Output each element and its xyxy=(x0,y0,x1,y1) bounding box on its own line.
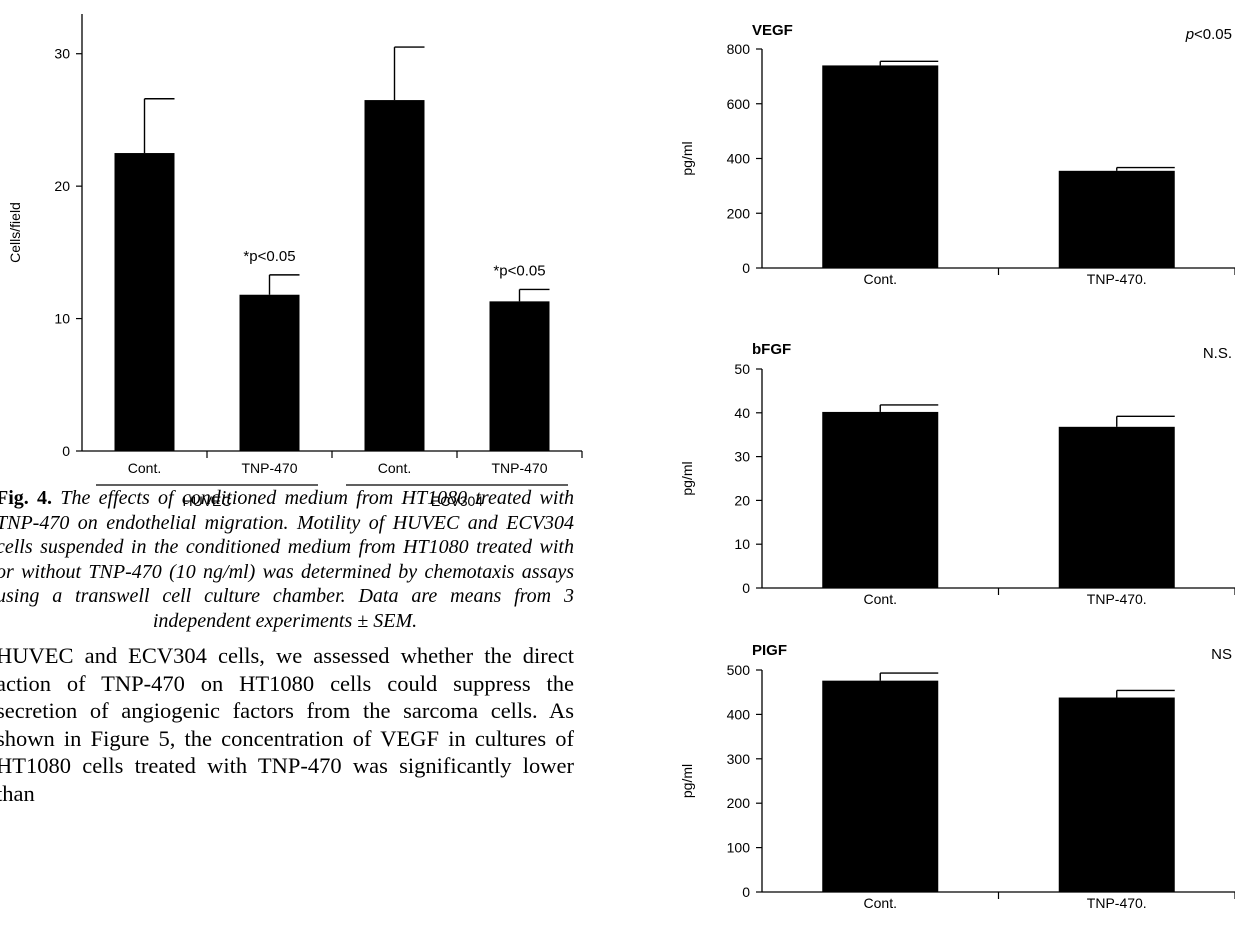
x-tick-label: TNP-470. xyxy=(1087,895,1147,911)
x-tick-label: Cont. xyxy=(378,460,411,476)
bar xyxy=(822,411,939,588)
bar xyxy=(489,301,550,451)
bar xyxy=(239,294,300,451)
y-tick-label: 0 xyxy=(742,884,750,900)
bar xyxy=(1058,697,1175,892)
y-tick-label: 0 xyxy=(742,580,750,596)
x-tick-label: Cont. xyxy=(864,591,897,607)
y-tick-label: 20 xyxy=(734,492,750,508)
y-tick-label: 800 xyxy=(727,41,751,57)
significance-label: p<0.05 xyxy=(1185,26,1232,43)
x-tick-label: TNP-470. xyxy=(1087,591,1147,607)
x-tick-label: Cont. xyxy=(864,895,897,911)
y-tick-label: 200 xyxy=(727,205,751,221)
bar xyxy=(822,680,939,892)
y-axis-label: pg/ml xyxy=(679,141,695,175)
bar xyxy=(822,65,939,268)
bar xyxy=(364,100,425,452)
y-tick-label: 30 xyxy=(734,449,750,465)
y-tick-label: 10 xyxy=(54,311,70,327)
y-axis-label: pg/ml xyxy=(679,764,695,798)
significance-label: N.S. xyxy=(1203,345,1232,362)
bar xyxy=(114,153,175,451)
y-tick-label: 100 xyxy=(727,840,751,856)
x-tick-label: Cont. xyxy=(864,271,897,287)
x-tick-label: TNP-470. xyxy=(1087,271,1147,287)
y-axis-label: pg/ml xyxy=(679,461,695,495)
y-tick-label: 400 xyxy=(727,706,751,722)
bar xyxy=(1058,426,1175,588)
y-tick-label: 20 xyxy=(54,178,70,194)
pigf-chart: 0 100 200 300 400 500 pg/ml PIGF NS Cont. TNP-470. xyxy=(679,642,1235,911)
y-tick-label: 600 xyxy=(727,96,751,112)
y-tick-label: 300 xyxy=(727,751,751,767)
y-tick-label: 0 xyxy=(62,443,70,459)
significance-label: *p<0.05 xyxy=(243,248,295,265)
y-tick-label: 0 xyxy=(742,260,750,276)
y-tick-label: 50 xyxy=(734,361,750,377)
y-tick-label: 40 xyxy=(734,405,750,421)
group-label: ECV304 xyxy=(431,493,483,509)
significance-label: NS xyxy=(1211,646,1232,663)
figure-caption: Fig. 4. The effects of conditioned mediu… xyxy=(0,486,574,633)
bar xyxy=(1058,170,1175,268)
bfgf-chart: 0 10 20 30 40 50 pg/ml bFGF N.S. Cont. TNP-470. xyxy=(679,341,1235,607)
significance-label: *p<0.05 xyxy=(493,262,545,279)
y-tick-label: 400 xyxy=(727,151,751,167)
y-axis-label: Cells/field xyxy=(7,202,23,263)
y-tick-label: 10 xyxy=(734,536,750,552)
caption-label: Fig. 4. xyxy=(0,487,53,509)
panel-title: PIGF xyxy=(752,642,787,659)
vegf-chart: 0 200 400 600 800 pg/ml VEGF p<0.05 Cont. TNP-470… xyxy=(679,22,1235,287)
y-tick-label: 200 xyxy=(727,795,751,811)
group-label: HUVEC xyxy=(182,493,231,509)
y-tick-label: 500 xyxy=(727,662,751,678)
x-tick-label: Cont. xyxy=(128,460,161,476)
y-tick-label: 30 xyxy=(54,46,70,62)
x-tick-label: TNP-470 xyxy=(491,460,547,476)
caption-text: The effects of conditioned medium from H… xyxy=(0,487,575,632)
x-tick-label: TNP-470 xyxy=(241,460,297,476)
panel-title: bFGF xyxy=(752,341,791,358)
fig4-chart: 0 10 20 30 Cells/field Cont. TNP-470 *p<0.05 Con… xyxy=(7,14,583,509)
panel-title: VEGF xyxy=(752,22,793,39)
body-paragraph: HUVEC and ECV304 cells, we assessed whet… xyxy=(0,643,574,806)
